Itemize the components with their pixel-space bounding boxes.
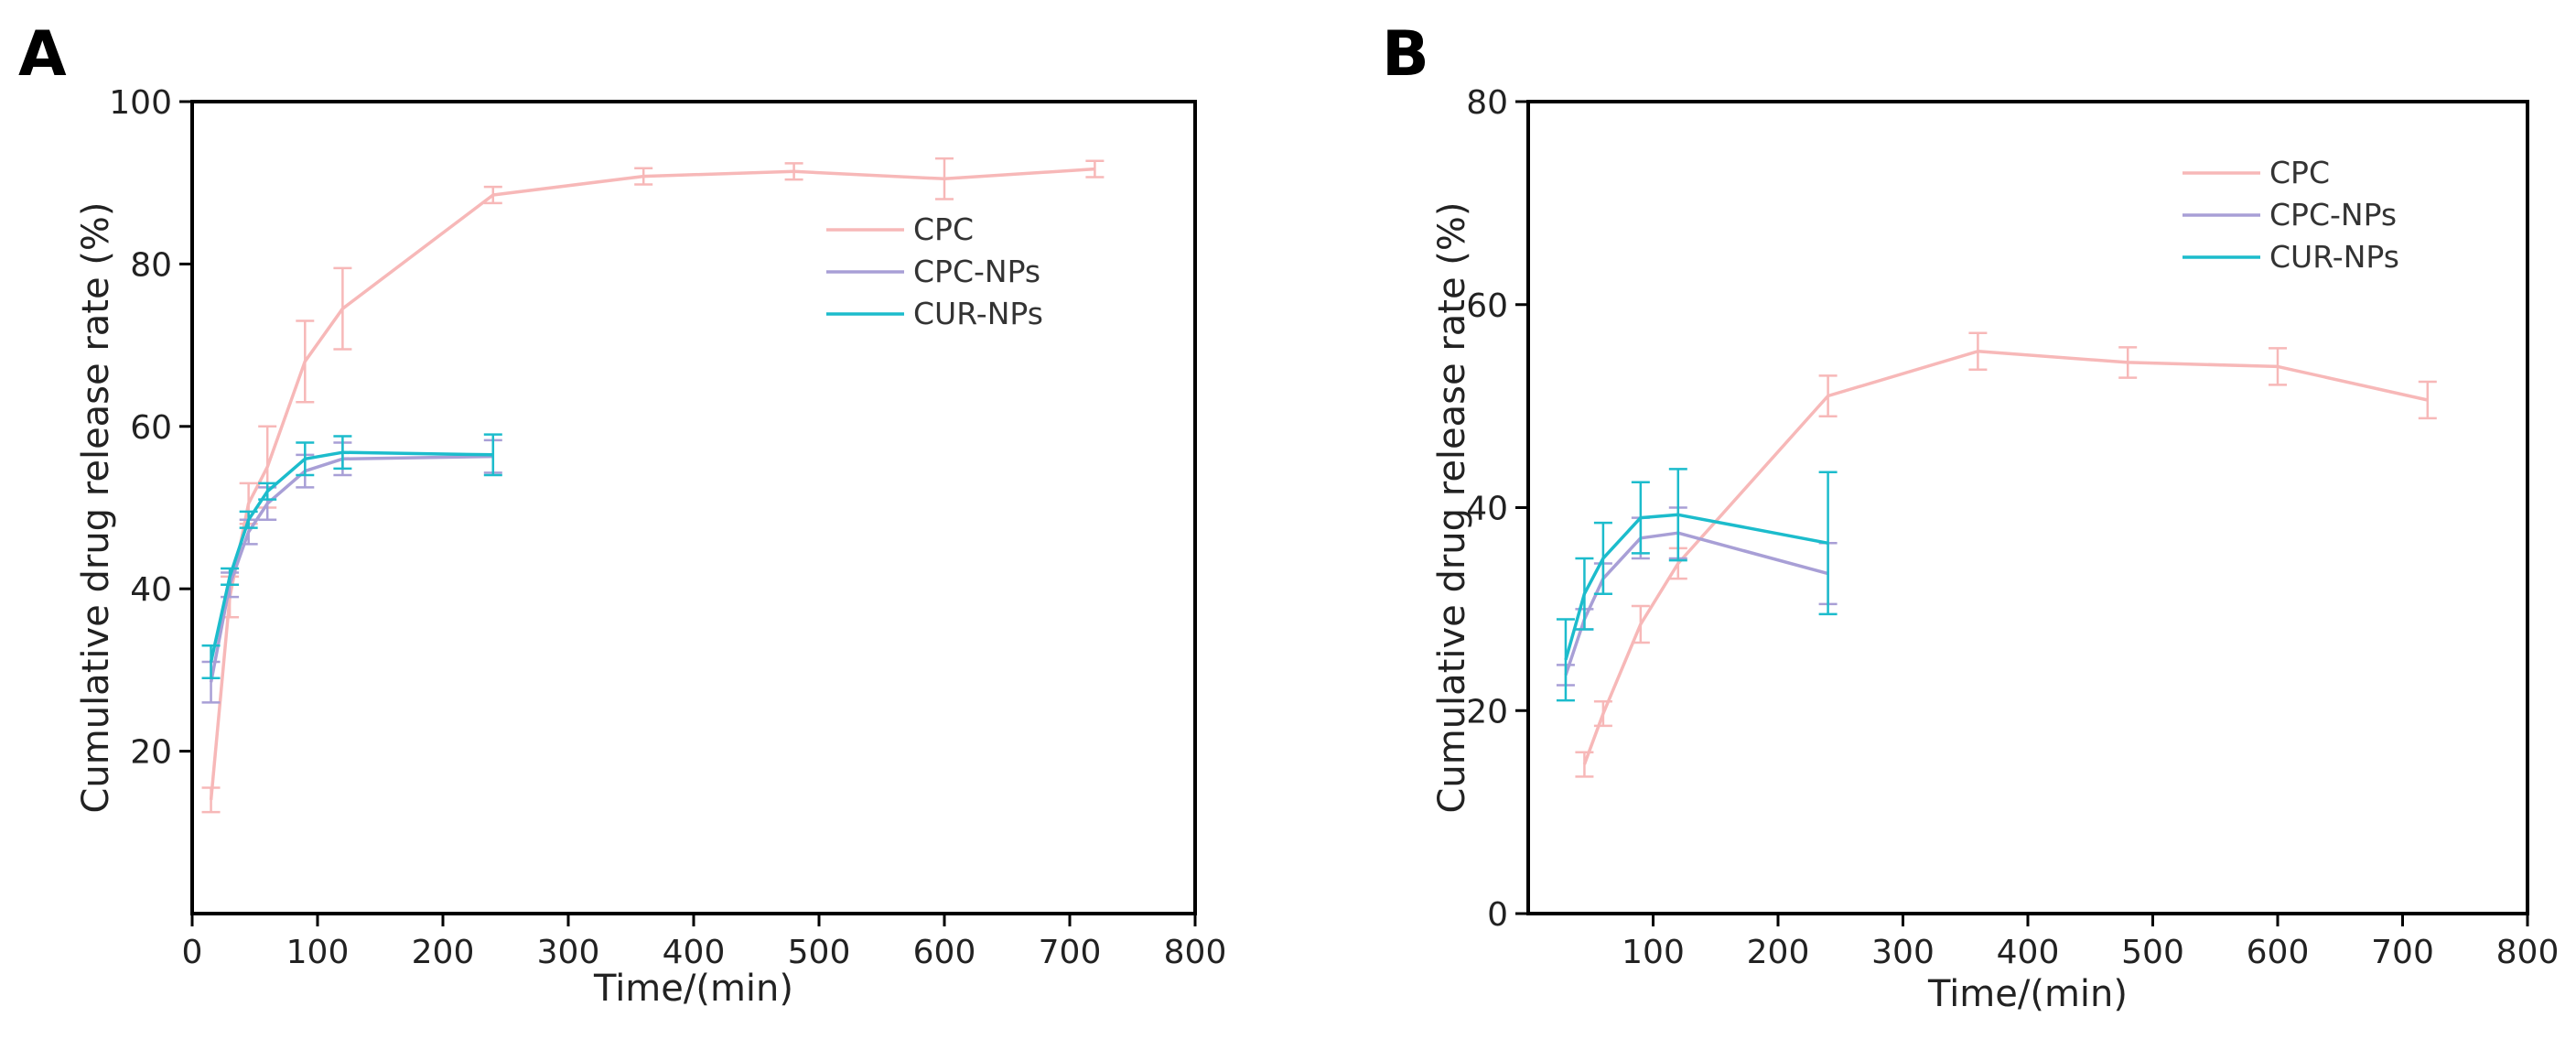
panel-b-y-tick-label-80: 80 (1466, 84, 1508, 122)
panel-a-legend-label-cur-nps: CUR-NPs (913, 296, 1043, 331)
panel-a-y-tick-label-60: 60 (130, 409, 172, 447)
panel-a-y-tick-label-100: 100 (109, 84, 172, 122)
panel-b-legend-label-cpc: CPC (2269, 155, 2330, 190)
panel-a-plot-frame (190, 100, 1197, 915)
panel-b-x-tick-label-400: 400 (1997, 934, 2060, 971)
panel-a-legend-item-cpc-nps: CPC-NPs (826, 254, 1040, 289)
panel-a-y-tick-label-40: 40 (130, 571, 172, 609)
panel-b-plot-frame (1526, 100, 2529, 915)
panel-a-x-tick-label-500: 500 (788, 934, 851, 971)
panel-b-legend-label-cur-nps: CUR-NPs (2269, 239, 2399, 275)
panel-b-y-tick-label-60: 60 (1466, 287, 1508, 325)
panel-b-y-tick-label-20: 20 (1466, 693, 1508, 731)
panel-a-x-tick-label-300: 300 (537, 934, 600, 971)
panel-b-x-tick-label-500: 500 (2121, 934, 2184, 971)
panel-b-y-tick-label-0: 0 (1487, 896, 1508, 934)
panel-b-legend-label-cpc-nps: CPC-NPs (2269, 197, 2397, 233)
panel-b-legend-item-cur-nps: CUR-NPs (2183, 239, 2399, 275)
panel-a-series-line-cpc-nps (209, 454, 493, 683)
panel-b-series-line-cpc (1582, 350, 2429, 765)
panel-b-x-tick-label-300: 300 (1871, 934, 1935, 971)
panel-a-x-tick-label-100: 100 (286, 934, 350, 971)
chart-panel-a: 0 100 200 300 400 500 600 700 800 20 40 60 80 100 Time… (75, 84, 1226, 1010)
panel-a-legend-item-cpc: CPC (826, 211, 974, 247)
panel-a-x-tick-label-800: 800 (1164, 934, 1227, 971)
panel-a-x-axis-label: Time/(min) (593, 968, 793, 1010)
panel-b-x-axis-label: Time/(min) (1927, 973, 2128, 1015)
panel-letter-b: B (1382, 18, 1429, 91)
panel-b-x-tick-label-100: 100 (1622, 934, 1685, 971)
panel-b-x-tick-label-800: 800 (2496, 934, 2560, 971)
panel-a-legend-label-cpc: CPC (913, 211, 974, 247)
panel-a-legend-label-cpc-nps: CPC-NPs (913, 254, 1040, 289)
panel-a-x-tick-label-200: 200 (412, 934, 475, 971)
panel-a-x-tick-label-400: 400 (663, 934, 726, 971)
panel-b-x-tick-label-700: 700 (2371, 934, 2434, 971)
panel-b-y-tick-label-40: 40 (1466, 491, 1508, 528)
panel-a-y-tick-label-20: 20 (130, 734, 172, 772)
panel-b-x-tick-label-200: 200 (1747, 934, 1810, 971)
panel-b-x-tick-label-600: 600 (2247, 934, 2310, 971)
panel-a-x-tick-label-0: 0 (182, 934, 203, 971)
panel-a-y-axis-label: Cumulative drug release rate (%) (75, 201, 117, 813)
panel-a-y-tick-label-80: 80 (130, 246, 172, 284)
panel-b-legend-item-cpc: CPC (2183, 155, 2330, 190)
panel-a-x-tick-label-700: 700 (1039, 934, 1102, 971)
chart-panel-b: 100 200 300 400 500 600 700 800 0 20 40 60 80 Time/(m… (1431, 84, 2559, 1015)
panel-b-legend-item-cpc-nps: CPC-NPs (2183, 197, 2397, 233)
panel-b-y-axis-label: Cumulative drug release rate (%) (1431, 201, 1473, 813)
panel-letter-a: A (18, 18, 67, 91)
panel-b-series-line-cur-nps (1564, 513, 1828, 661)
panel-a-x-tick-label-600: 600 (913, 934, 976, 971)
panel-a-legend-item-cur-nps: CUR-NPs (826, 296, 1043, 331)
